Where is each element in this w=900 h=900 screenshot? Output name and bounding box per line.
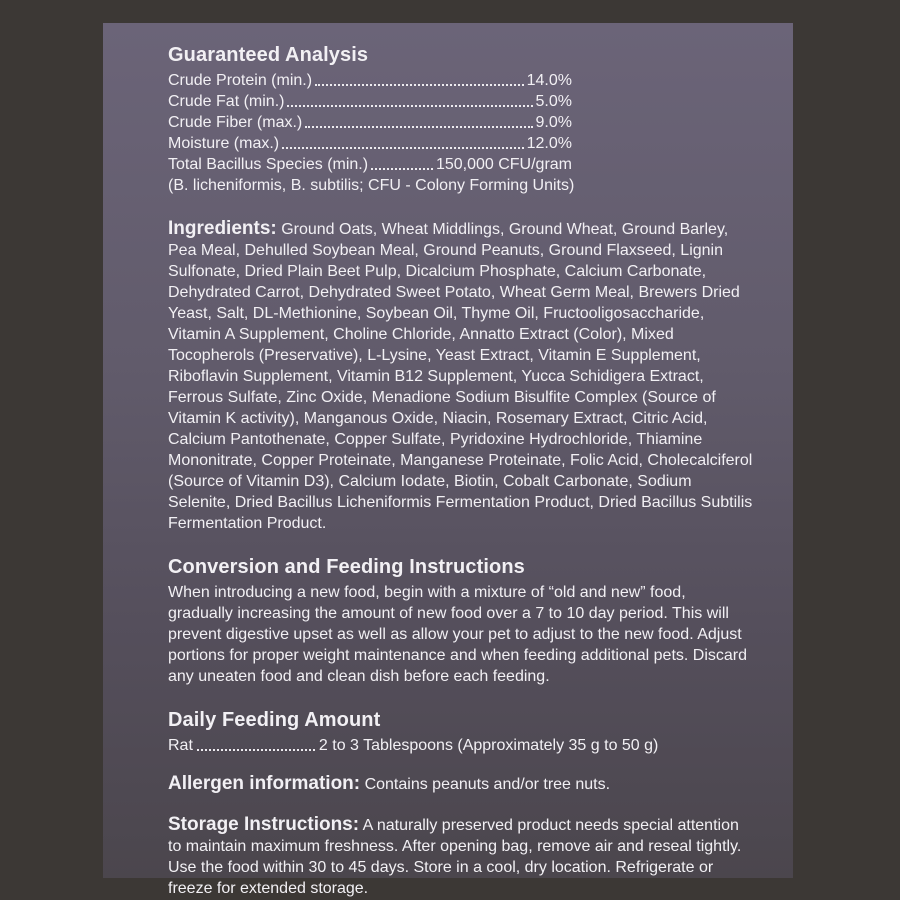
analysis-row: Total Bacillus Species (min.) 150,000 CF… — [168, 154, 572, 175]
leader-dots — [315, 84, 524, 86]
analysis-row: Crude Protein (min.) 14.0% — [168, 70, 572, 91]
analysis-row-value: 14.0% — [526, 72, 572, 89]
analysis-row-label: Total Bacillus Species (min.) — [168, 156, 369, 173]
feeding-row-value: 2 to 3 Tablespoons (Approximately 35 g t… — [318, 737, 659, 754]
daily-feeding-section: Daily Feeding Amount Rat 2 to 3 Tablespo… — [168, 709, 753, 756]
guaranteed-analysis-section: Guaranteed Analysis Crude Protein (min.)… — [168, 44, 753, 196]
analysis-row-value: 12.0% — [526, 135, 572, 152]
product-label-panel: Guaranteed Analysis Crude Protein (min.)… — [103, 23, 793, 897]
ingredients-title: Ingredients: — [168, 218, 277, 239]
analysis-row: Moisture (max.) 12.0% — [168, 133, 572, 154]
guaranteed-analysis-title: Guaranteed Analysis — [168, 44, 369, 66]
allergen-title: Allergen information: — [168, 773, 361, 794]
daily-feeding-title: Daily Feeding Amount — [168, 709, 381, 731]
analysis-row-label: Crude Fiber (max.) — [168, 114, 303, 131]
analysis-row-label: Moisture (max.) — [168, 135, 280, 152]
leader-dots — [196, 749, 315, 751]
conversion-feeding-title: Conversion and Feeding Instructions — [168, 556, 525, 578]
storage-title: Storage Instructions: — [168, 814, 360, 835]
leader-dots — [287, 105, 533, 107]
ingredients-section: Ingredients: Ground Oats, Wheat Middling… — [168, 218, 753, 534]
guaranteed-analysis-table: Crude Protein (min.) 14.0% Crude Fat (mi… — [168, 70, 572, 175]
analysis-row: Crude Fat (min.) 5.0% — [168, 91, 572, 112]
storage-paragraph: Storage Instructions: A naturally preser… — [168, 814, 753, 899]
leader-dots — [305, 126, 533, 128]
storage-text: A naturally preserved product needs spec… — [168, 817, 742, 897]
allergen-paragraph: Allergen information: Contains peanuts a… — [168, 773, 753, 795]
analysis-row-label: Crude Protein (min.) — [168, 72, 313, 89]
conversion-feeding-text: When introducing a new food, begin with … — [168, 584, 748, 685]
allergen-section: Allergen information: Contains peanuts a… — [168, 773, 753, 795]
ingredients-text: Ground Oats, Wheat Middlings, Ground Whe… — [168, 221, 753, 532]
analysis-row: Crude Fiber (max.) 9.0% — [168, 112, 572, 133]
analysis-row-label: Crude Fat (min.) — [168, 93, 285, 110]
analysis-row-value: 9.0% — [535, 114, 572, 131]
analysis-row-value: 150,000 CFU/gram — [435, 156, 572, 173]
conversion-feeding-section: Conversion and Feeding Instructions When… — [168, 556, 753, 687]
leader-dots — [371, 168, 433, 170]
feeding-row-label: Rat — [168, 737, 193, 754]
storage-section: Storage Instructions: A naturally preser… — [168, 814, 753, 899]
ingredients-paragraph: Ingredients: Ground Oats, Wheat Middling… — [168, 218, 753, 534]
allergen-text: Contains peanuts and/or tree nuts. — [364, 776, 611, 793]
analysis-footnote: (B. licheniformis, B. subtilis; CFU - Co… — [168, 177, 575, 194]
analysis-row-value: 5.0% — [535, 93, 572, 110]
leader-dots — [282, 147, 524, 149]
feeding-row: Rat 2 to 3 Tablespoons (Approximately 35… — [168, 735, 753, 756]
